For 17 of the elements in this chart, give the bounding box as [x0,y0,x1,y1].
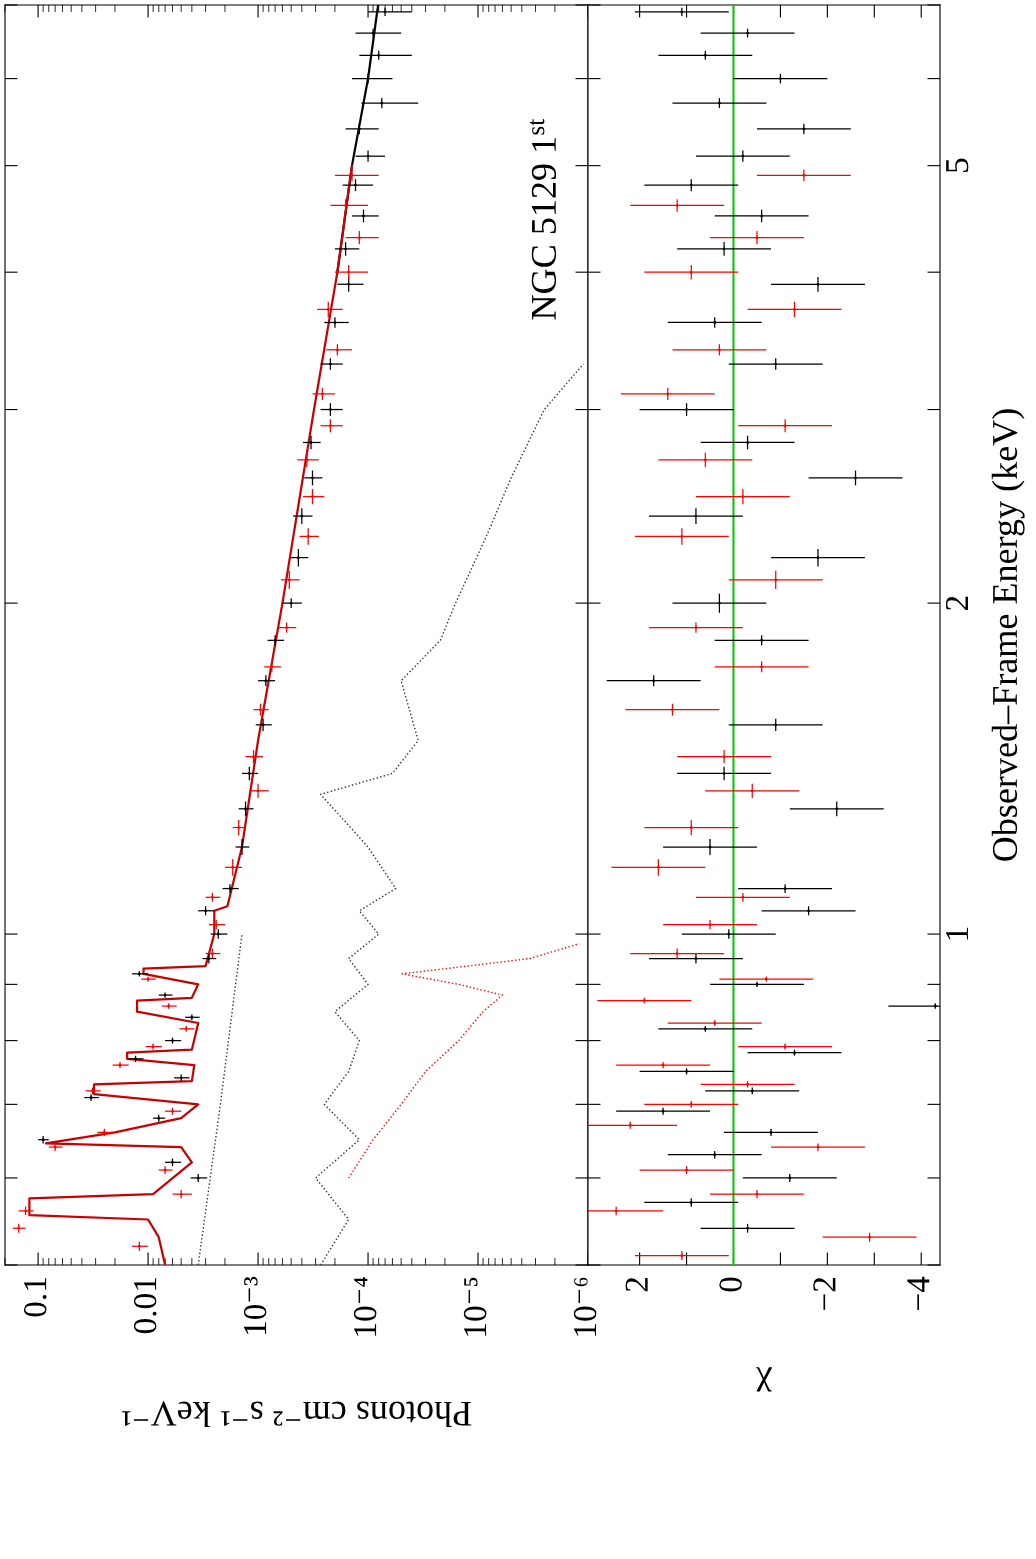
x-tick-label: 10⁻⁴ [353,1277,377,1336]
x-tick-label: 10⁻⁶ [573,1277,597,1336]
y-tick-label: 5 [946,158,969,173]
x-tick-label: −2 [813,1277,836,1310]
x-tick-label: 10⁻³ [243,1276,267,1335]
x-tick-label: 0.01 [133,1278,157,1334]
x-axis-title: Photons cm⁻² s⁻¹ keV⁻¹ [122,1401,472,1427]
x-tick-label: 0 [719,1277,742,1292]
x-tick-label: −4 [907,1276,930,1310]
y-tick-label: 2 [945,596,968,610]
y-axis-title: Observed–Frame Energy (keV) [991,409,1025,861]
text: NGC 5129 1$^{st}$ [529,118,557,320]
x-tick-label: 10⁻⁵ [463,1277,487,1336]
x-tick-label: 0.1 [23,1278,47,1317]
y-tick-label: 1 [945,927,968,940]
x-axis-title: χ [756,1367,773,1392]
x-tick-label: 2 [625,1277,648,1292]
